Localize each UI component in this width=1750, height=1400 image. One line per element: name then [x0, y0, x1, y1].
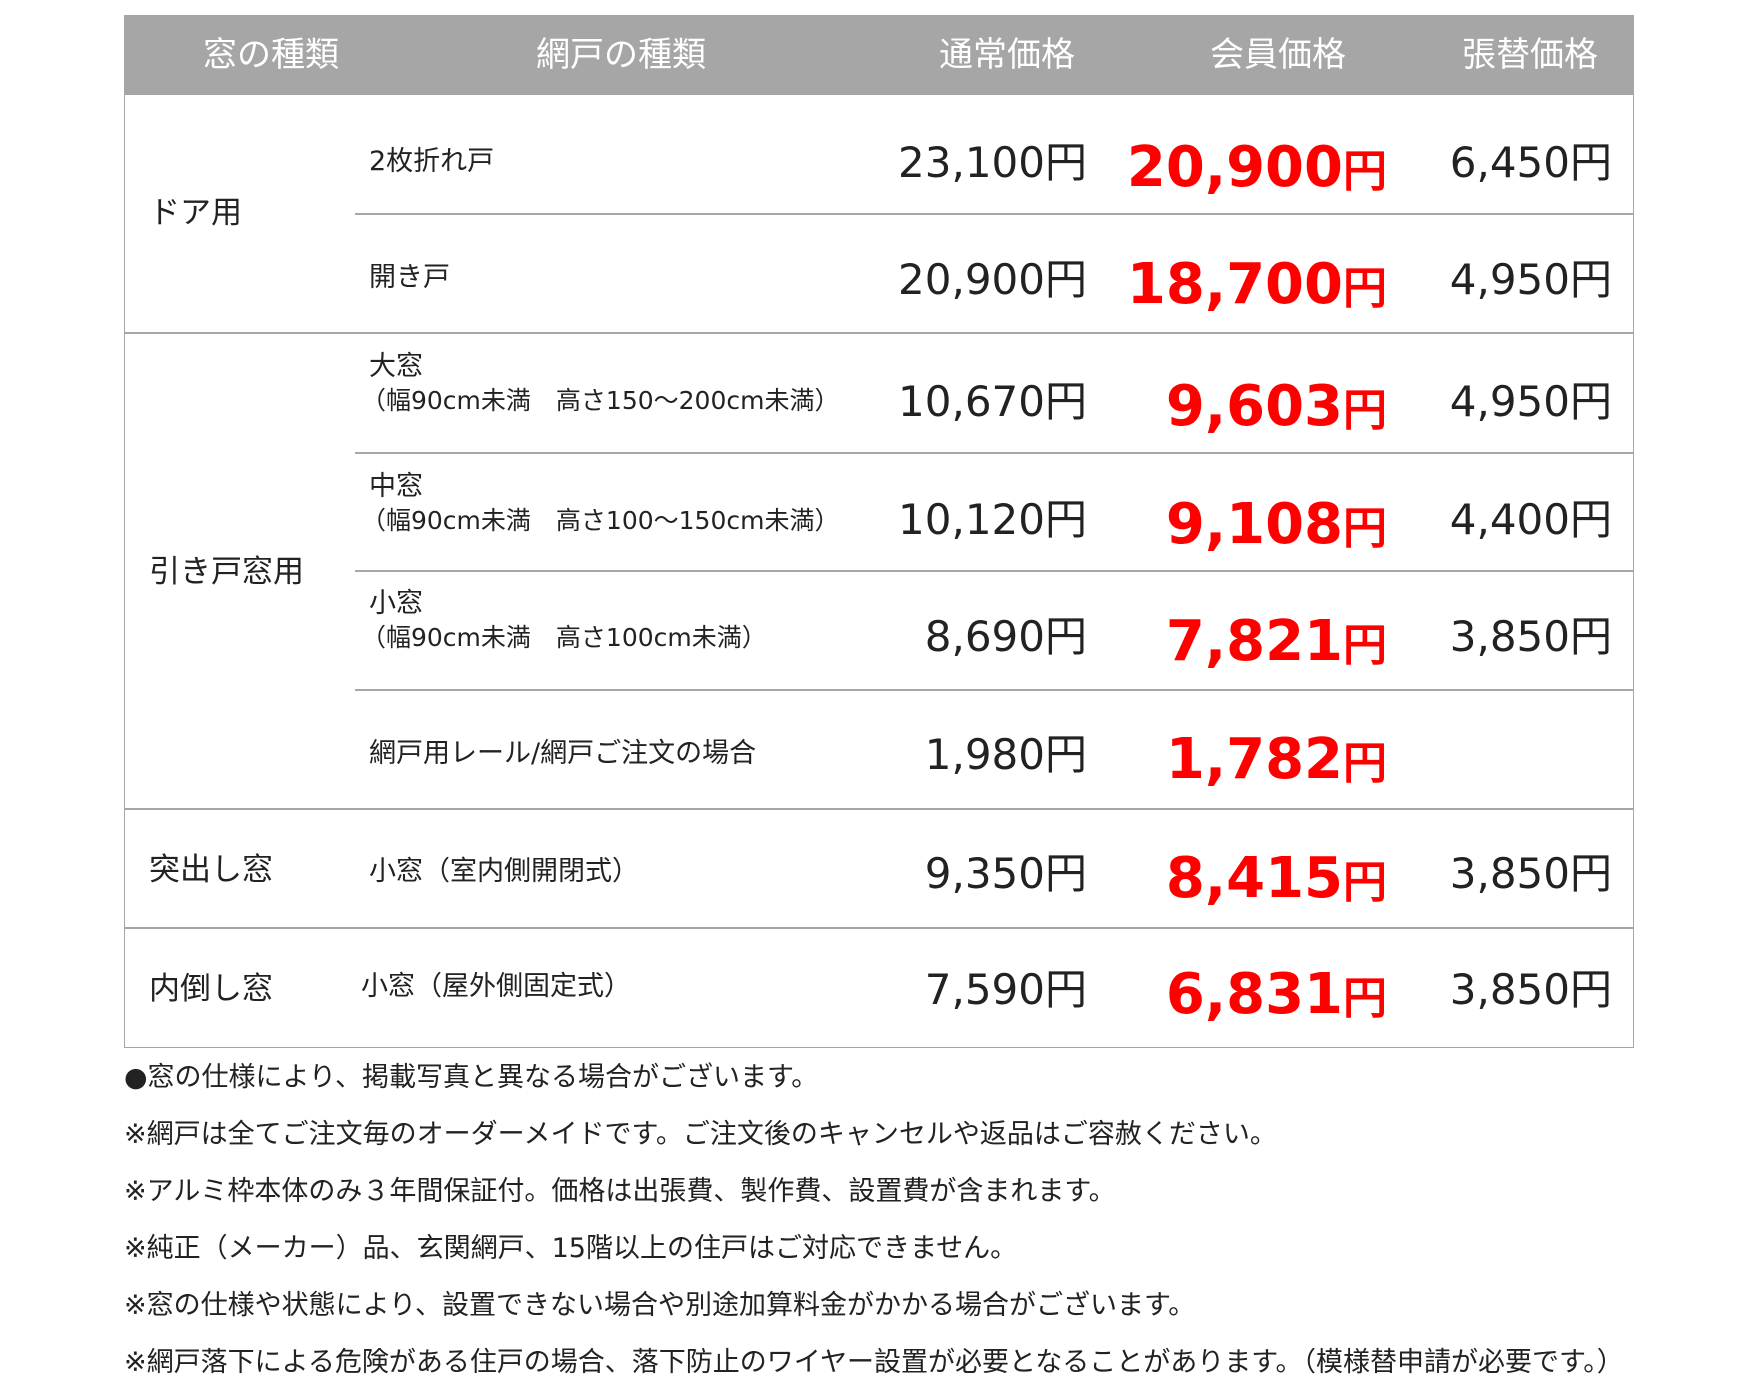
regular-price: 10,670円: [898, 377, 1087, 426]
replacement-price: 4,950円: [1449, 377, 1612, 426]
price-table: 窓の種類 網戸の種類 通常価格 会員価格 張替価格 ドア用 引き戸窓用 突出し窓…: [124, 15, 1634, 1048]
screen-type-label: 2枚折れ戸: [369, 146, 495, 177]
group-divider: [125, 927, 1633, 929]
member-price: 1,782円: [1165, 727, 1387, 792]
note-item: ※網戸は全てご注文毎のオーダーメイドです。ご注文後のキャンセルや返品はご容赦くだ…: [124, 1119, 1277, 1150]
regular-price: 7,590円: [924, 965, 1087, 1014]
row-divider: [355, 452, 1633, 454]
note-item: ※網戸落下による危険がある住戸の場合、落下防止のワイヤー設置が必要となることがあ…: [124, 1347, 1624, 1378]
member-price: 20,900円: [1126, 135, 1387, 200]
screen-type-label: 小窓（屋外側固定式）: [361, 971, 631, 1002]
note-item: ●窓の仕様により、掲載写真と異なる場合がございます。: [124, 1062, 819, 1093]
replacement-price: 3,850円: [1449, 965, 1612, 1014]
header-replacement-price: 張替価格: [1462, 35, 1598, 75]
replacement-price: 6,450円: [1449, 138, 1612, 187]
note-item: ※純正（メーカー）品、玄関網戸、15階以上の住戸はご対応できません。: [124, 1233, 1018, 1264]
regular-price: 10,120円: [898, 495, 1087, 544]
member-price: 9,108円: [1165, 492, 1387, 557]
screen-type-label: 中窓: [369, 471, 423, 502]
row-divider: [355, 689, 1633, 691]
screen-type-label: 小窓: [369, 588, 423, 619]
header-screen-type: 網戸の種類: [536, 35, 706, 75]
replacement-price: 3,850円: [1449, 849, 1612, 898]
replacement-price: 4,950円: [1449, 255, 1612, 304]
regular-price: 9,350円: [924, 849, 1087, 898]
note-item: ※アルミ枠本体のみ３年間保証付。価格は出張費、製作費、設置費が含まれます。: [124, 1176, 1116, 1207]
size-condition: （幅90cm未満 高さ100～150cm未満）: [361, 506, 840, 535]
regular-price: 20,900円: [898, 255, 1087, 304]
size-condition: （幅90cm未満 高さ150～200cm未満）: [361, 386, 840, 415]
category-projecting: 突出し窓: [149, 852, 273, 888]
row-divider: [355, 213, 1633, 215]
regular-price: 23,100円: [898, 138, 1087, 187]
row-divider: [355, 570, 1633, 572]
size-condition: （幅90cm未満 高さ100cm未満）: [361, 623, 767, 652]
regular-price: 8,690円: [924, 612, 1087, 661]
regular-price: 1,980円: [924, 730, 1087, 779]
member-price: 18,700円: [1126, 252, 1387, 317]
header-window-type: 窓の種類: [203, 35, 339, 75]
screen-type-label: 開き戸: [369, 262, 450, 293]
screen-type-label: 小窓（室内側開閉式）: [369, 856, 639, 887]
replacement-price: 3,850円: [1449, 612, 1612, 661]
member-price: 9,603円: [1165, 374, 1387, 439]
group-divider: [125, 808, 1633, 810]
header-member-price: 会員価格: [1210, 35, 1346, 75]
category-door: ドア用: [149, 195, 242, 231]
member-price: 6,831円: [1165, 962, 1387, 1027]
group-divider: [125, 332, 1633, 334]
category-sliding: 引き戸窓用: [149, 554, 304, 590]
screen-type-label: 大窓: [369, 351, 423, 382]
note-item: ※窓の仕様や状態により、設置できない場合や別途加算料金がかかる場合がございます。: [124, 1290, 1196, 1321]
category-inward: 内倒し窓: [149, 971, 273, 1007]
member-price: 7,821円: [1165, 609, 1387, 674]
header-regular-price: 通常価格: [939, 35, 1075, 75]
screen-type-label: 網戸用レール/網戸ご注文の場合: [369, 738, 757, 769]
table-header: 窓の種類 網戸の種類 通常価格 会員価格 張替価格: [125, 15, 1633, 95]
member-price: 8,415円: [1165, 846, 1387, 911]
replacement-price: 4,400円: [1449, 495, 1612, 544]
